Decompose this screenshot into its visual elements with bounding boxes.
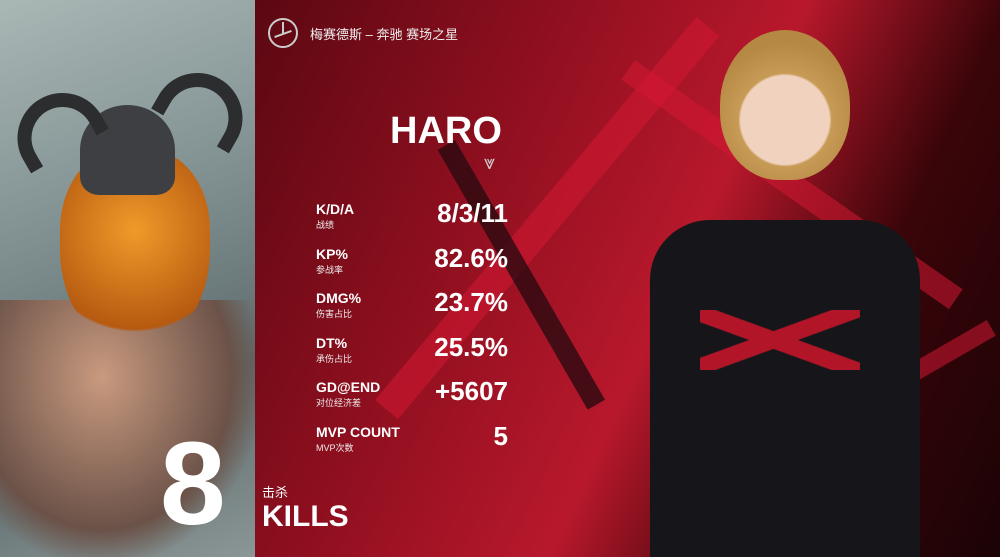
stat-label: MVP COUNT: [316, 423, 400, 440]
stat-label: GD@END: [316, 379, 381, 395]
stat-row-kp: KP% 参战率 82.6%: [316, 241, 508, 286]
stat-row-kda: K/D/A 战绩 8/3/11: [316, 196, 508, 241]
stat-value: +5607: [434, 376, 508, 406]
stat-label: K/D/A: [316, 201, 355, 217]
champion-art: [0, 0, 255, 557]
stat-value: 25.5%: [434, 331, 508, 362]
kills-label: KILLS: [262, 500, 349, 533]
stat-value: 82.6%: [434, 242, 508, 273]
stat-sublabel: 参战率: [316, 264, 344, 275]
stat-value: 23.7%: [434, 287, 508, 317]
stat-value: 5: [493, 420, 508, 451]
kills-label-cn: 击杀: [262, 485, 289, 500]
stat-sublabel: 对位经济差: [316, 398, 362, 408]
stat-row-dt: DT% 承伤占比 25.5%: [316, 330, 508, 375]
stat-sublabel: 承伤占比: [316, 353, 353, 364]
stat-sublabel: 伤害占比: [316, 309, 353, 319]
stat-row-gd: GD@END 对位经济差 +5607: [316, 374, 508, 419]
kills-number: 8: [160, 418, 226, 550]
sponsor-text: 梅赛德斯 – 奔驰 赛场之星: [310, 26, 459, 42]
stat-sublabel: 战绩: [316, 220, 335, 230]
player-name: HARO: [390, 110, 502, 152]
sponsor-banner: 梅赛德斯 – 奔驰 赛场之星: [268, 18, 458, 48]
mercedes-benz-logo-icon: [268, 18, 298, 48]
stat-value: 8/3/11: [437, 198, 508, 228]
stat-sublabel: MVP次数: [316, 442, 354, 453]
stats-list: K/D/A 战绩 8/3/11 KP% 参战率 82.6% DMG% 伤害占比 23.7% …: [316, 196, 508, 463]
stat-row-dmg: DMG% 伤害占比 23.7%: [316, 285, 508, 330]
stat-label: DMG%: [316, 290, 362, 306]
player-photo: [640, 20, 940, 557]
stat-label: DT%: [316, 334, 348, 351]
stat-label: KP%: [316, 245, 348, 262]
rng-logo-icon: ⩔: [484, 152, 496, 174]
stat-row-mvp: MVP COUNT MVP次数 5: [316, 419, 508, 464]
